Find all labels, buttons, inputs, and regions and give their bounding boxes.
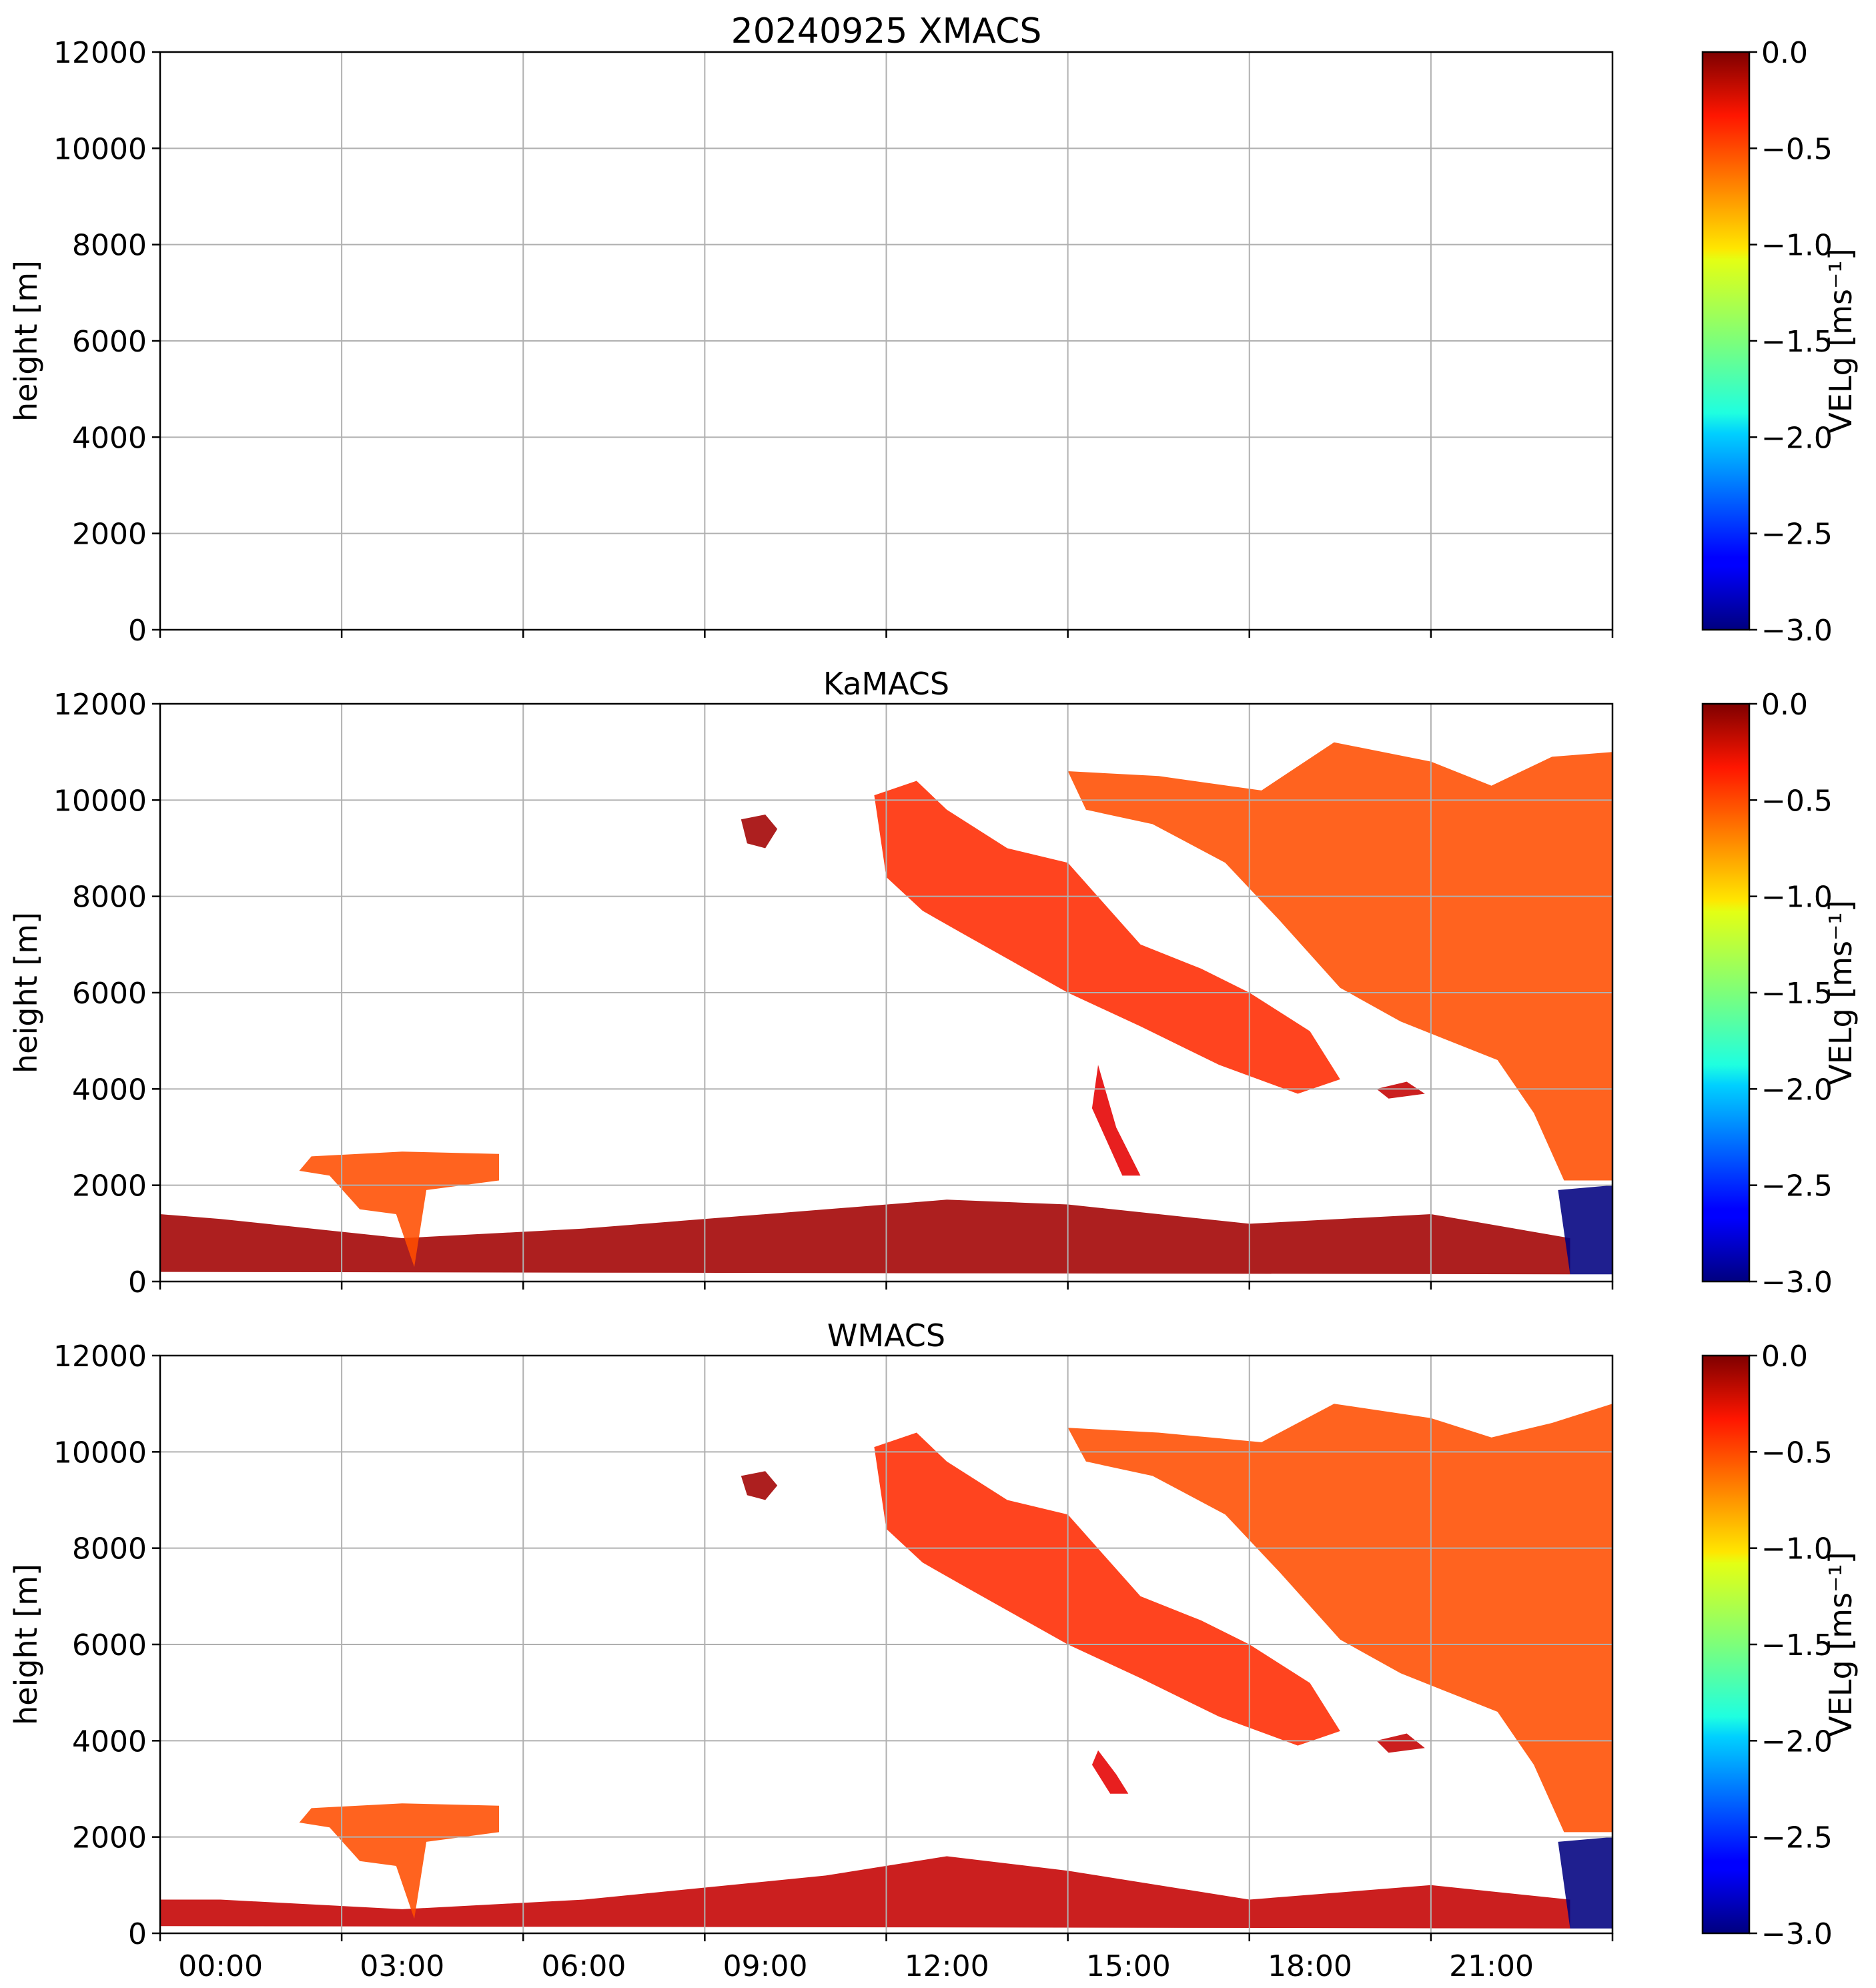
y-tick-label: 12000 [53, 688, 147, 722]
x-tick-label: 03:00 [360, 1949, 444, 1983]
x-tick-label: 12:00 [905, 1949, 989, 1983]
echo-cirrus-band-1 [874, 781, 1340, 1094]
colorbar-tick-label: −2.0 [1761, 421, 1833, 455]
y-tick-label: 2000 [72, 518, 147, 552]
grid [160, 1356, 1612, 1933]
panel-wmacs: 0 2000 4000 6000 8000 10000 12000 WMACS height [… [8, 1318, 1859, 1983]
echo-cirrus-band-1 [874, 1432, 1340, 1746]
y-tick-label: 0 [128, 1917, 147, 1951]
echo-layer [160, 1404, 1612, 1929]
colorbar-label: VELg [ms⁻¹] [1823, 1552, 1859, 1736]
colorbar-tick-label: −0.5 [1761, 1436, 1833, 1470]
echo-boundary-layer-clutter [160, 1199, 1570, 1275]
colorbar-tick-label: −1.5 [1761, 325, 1833, 359]
y-tick-label: 2000 [72, 1169, 147, 1203]
echo-cirrus-patch-0830 [741, 815, 778, 849]
panel-xmacs: 0 2000 4000 6000 8000 10000 12000 20240925 XMAC… [8, 11, 1859, 648]
grid [160, 704, 1612, 1282]
y-tick-label: 4000 [72, 1724, 147, 1759]
echo-cirrus-band-2 [1067, 1404, 1612, 1833]
y-tick-label: 12000 [53, 1340, 147, 1374]
y-tick-label: 10000 [53, 784, 147, 818]
colorbar-tick-label: −2.0 [1761, 1724, 1833, 1759]
colorbar-tick-label: −0.5 [1761, 132, 1833, 166]
colorbar-tick-label: −2.5 [1761, 518, 1833, 552]
colorbar-tick-label: −1.0 [1761, 229, 1833, 263]
colorbar-tick-label: −1.5 [1761, 1628, 1833, 1662]
colorbar-gradient [1703, 52, 1749, 630]
colorbar-gradient [1703, 704, 1749, 1282]
colorbar: −3.0 −2.5 −2.0 −1.5 −1.0 −0.5 0.0 VELg [ms⁻¹] [1701, 688, 1859, 1300]
echo-cloudlet-1930 [1376, 1081, 1425, 1099]
x-tick-label: 21:00 [1449, 1949, 1534, 1983]
panel-title: 20240925 XMACS [731, 11, 1042, 51]
colorbar-tick-label: −3.0 [1761, 614, 1833, 648]
x-tick-label: 18:00 [1268, 1949, 1352, 1983]
grid [160, 52, 1612, 630]
colorbar-tick-label: −1.5 [1761, 977, 1833, 1011]
colorbar-tick-label: −2.0 [1761, 1073, 1833, 1107]
colorbar-gradient [1703, 1356, 1749, 1933]
panel-kamacs: 0 2000 4000 6000 8000 10000 12000 KaMACS height … [8, 666, 1859, 1300]
panel-title: KaMACS [823, 666, 949, 702]
y-tick-label: 0 [128, 1266, 147, 1300]
y-axis-label: height [m] [8, 260, 44, 422]
echo-boundary-layer-clutter [160, 1856, 1570, 1929]
colorbar: −3.0 −2.5 −2.0 −1.5 −1.0 −0.5 0.0 VELg [ms⁻¹] [1701, 1340, 1859, 1951]
colorbar-tick-label: 0.0 [1761, 688, 1808, 722]
y-tick-label: 0 [128, 614, 147, 648]
colorbar-tick-label: −2.5 [1761, 1821, 1833, 1855]
colorbar-label: VELg [ms⁻¹] [1823, 900, 1859, 1085]
y-axis-label: height [m] [8, 1564, 44, 1725]
y-tick-label: 10000 [53, 132, 147, 166]
echo-fallstreak-1530 [1091, 1065, 1141, 1176]
y-tick-label: 6000 [72, 977, 147, 1011]
colorbar-tick-label: 0.0 [1761, 1340, 1808, 1374]
echo-low-cloud-0230 [299, 1803, 499, 1919]
y-axis-label: height [m] [8, 912, 44, 1073]
echo-fallstreak-1530 [1091, 1750, 1129, 1794]
colorbar-tick-label: −2.5 [1761, 1169, 1833, 1203]
y-tick-label: 4000 [72, 421, 147, 455]
y-tick-label: 12000 [53, 36, 147, 70]
y-tick-label: 8000 [72, 881, 147, 915]
x-tick-label: 15:00 [1086, 1949, 1171, 1983]
y-tick-label: 10000 [53, 1436, 147, 1470]
colorbar-tick-label: −0.5 [1761, 784, 1833, 818]
colorbar-tick-label: −1.0 [1761, 1532, 1833, 1566]
echo-precip-shaft-2220 [1558, 1185, 1612, 1275]
x-tick-label: 06:00 [542, 1949, 626, 1983]
echo-cirrus-patch-0830 [741, 1471, 778, 1500]
echo-precip-shaft-2220 [1558, 1837, 1612, 1929]
colorbar-tick-label: −1.0 [1761, 881, 1833, 915]
echo-low-cloud-0230 [299, 1151, 499, 1268]
y-tick-label: 2000 [72, 1821, 147, 1855]
y-tick-label: 8000 [72, 1532, 147, 1566]
colorbar-label: VELg [ms⁻¹] [1823, 248, 1859, 433]
panel-title: WMACS [827, 1318, 945, 1354]
y-tick-label: 8000 [72, 229, 147, 263]
echo-cloudlet-1930 [1376, 1733, 1425, 1753]
colorbar-tick-label: −3.0 [1761, 1266, 1833, 1300]
echo-cirrus-band-2 [1067, 742, 1612, 1181]
x-tick-label: 00:00 [178, 1949, 263, 1983]
colorbar: −3.0 −2.5 −2.0 −1.5 −1.0 −0.5 0.0 VELg [ms⁻¹] [1701, 36, 1859, 648]
colorbar-tick-label: −3.0 [1761, 1917, 1833, 1951]
echo-layer [160, 742, 1612, 1275]
colorbar-tick-label: 0.0 [1761, 36, 1808, 70]
y-tick-label: 6000 [72, 325, 147, 359]
x-tick-label: 09:00 [723, 1949, 808, 1983]
y-tick-label: 4000 [72, 1073, 147, 1107]
y-tick-label: 6000 [72, 1628, 147, 1662]
